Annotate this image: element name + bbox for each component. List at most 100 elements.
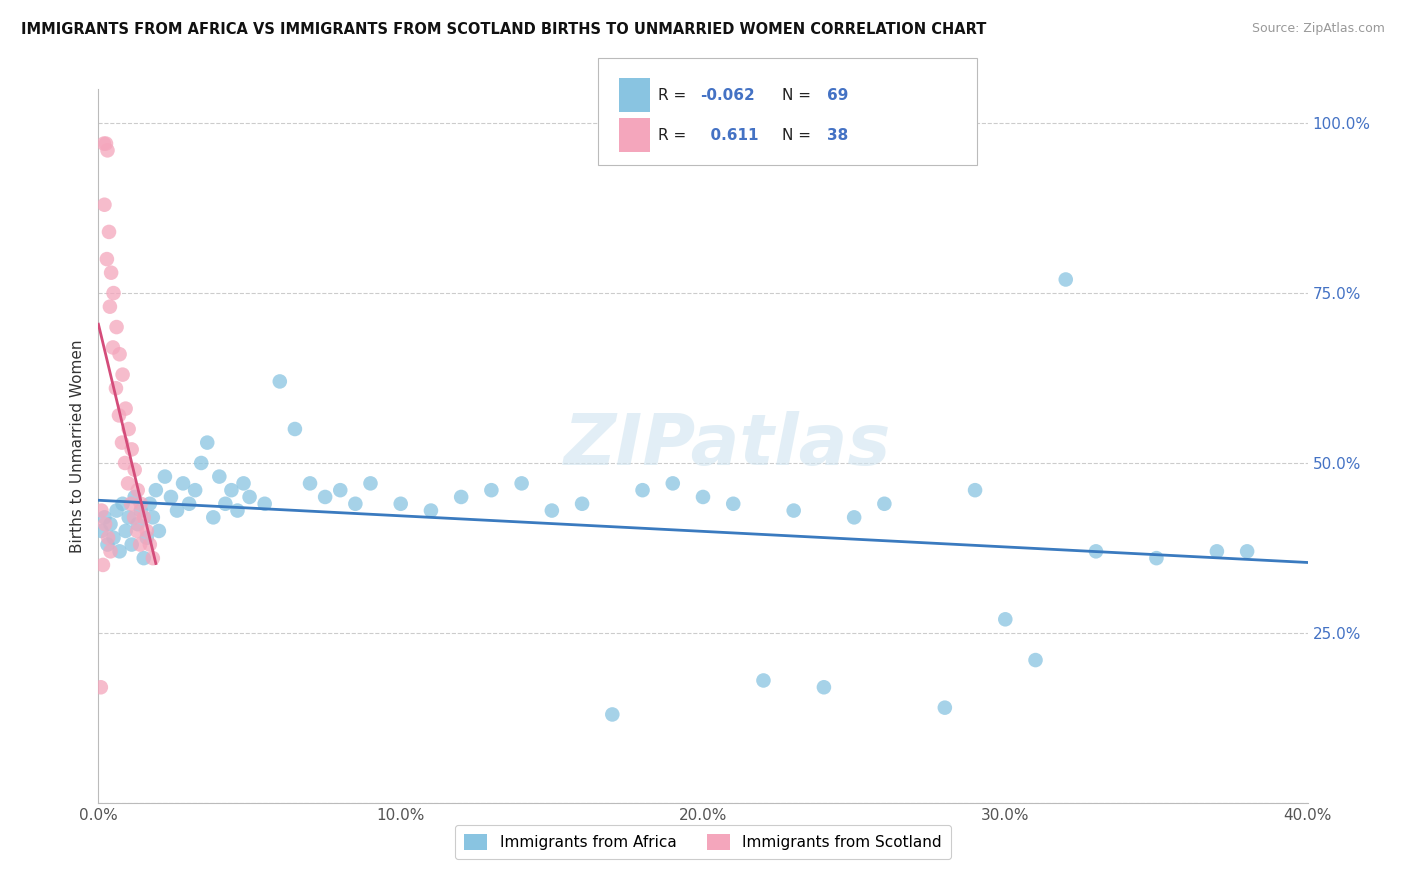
- Point: [132, 510, 155, 524]
- Point: [105, 503, 128, 517]
- Point: [121, 537, 143, 551]
- Point: [117, 476, 139, 491]
- Point: [844, 510, 866, 524]
- Point: [1085, 544, 1108, 558]
- Point: [127, 483, 149, 498]
- Point: [329, 483, 352, 498]
- Point: [103, 531, 125, 545]
- Point: [148, 524, 170, 538]
- Point: [360, 476, 382, 491]
- Point: [129, 503, 152, 517]
- Point: [108, 347, 131, 361]
- Text: 69: 69: [827, 88, 848, 103]
- Point: [314, 490, 336, 504]
- Y-axis label: Births to Unmarried Women: Births to Unmarried Women: [70, 339, 86, 553]
- Point: [93, 510, 115, 524]
- Point: [172, 476, 194, 491]
- Point: [239, 490, 262, 504]
- Point: [90, 524, 112, 538]
- Point: [105, 320, 128, 334]
- Point: [96, 252, 118, 266]
- Point: [813, 680, 835, 694]
- Point: [723, 497, 745, 511]
- Text: N =: N =: [782, 128, 815, 143]
- Point: [214, 497, 236, 511]
- Point: [139, 497, 162, 511]
- Point: [232, 476, 254, 491]
- Point: [129, 497, 152, 511]
- Point: [934, 700, 956, 714]
- Point: [994, 612, 1017, 626]
- Point: [284, 422, 307, 436]
- Text: ZIPatlas: ZIPatlas: [564, 411, 891, 481]
- Point: [166, 503, 188, 517]
- Point: [96, 144, 118, 158]
- Point: [299, 476, 322, 491]
- Point: [94, 136, 117, 151]
- Point: [1144, 551, 1167, 566]
- Point: [153, 469, 176, 483]
- Point: [111, 368, 134, 382]
- Point: [135, 524, 157, 538]
- Point: [120, 497, 142, 511]
- Point: [269, 375, 291, 389]
- Text: R =: R =: [658, 128, 692, 143]
- Point: [253, 497, 276, 511]
- Point: [1206, 544, 1229, 558]
- Point: [104, 381, 127, 395]
- Point: [132, 551, 155, 566]
- Text: -0.062: -0.062: [700, 88, 755, 103]
- Point: [98, 300, 121, 314]
- Point: [510, 476, 533, 491]
- Point: [97, 531, 120, 545]
- Point: [100, 266, 122, 280]
- Point: [344, 497, 367, 511]
- Point: [101, 341, 124, 355]
- Point: [202, 510, 225, 524]
- Point: [692, 490, 714, 504]
- Point: [190, 456, 212, 470]
- Point: [93, 136, 115, 151]
- Point: [96, 537, 118, 551]
- Text: 0.611: 0.611: [700, 128, 759, 143]
- Point: [114, 401, 136, 416]
- Point: [226, 503, 249, 517]
- Point: [93, 198, 115, 212]
- Point: [873, 497, 896, 511]
- Point: [420, 503, 443, 517]
- Point: [160, 490, 183, 504]
- Point: [114, 456, 136, 470]
- Point: [129, 537, 152, 551]
- Point: [179, 497, 201, 511]
- Point: [124, 463, 146, 477]
- Point: [142, 510, 165, 524]
- Text: R =: R =: [658, 88, 692, 103]
- Point: [114, 524, 136, 538]
- Point: [783, 503, 806, 517]
- Point: [450, 490, 472, 504]
- Point: [208, 469, 231, 483]
- Point: [108, 409, 131, 423]
- Point: [122, 510, 145, 524]
- Point: [103, 286, 125, 301]
- Point: [111, 497, 134, 511]
- Point: [602, 707, 624, 722]
- Point: [661, 476, 683, 491]
- Text: 38: 38: [827, 128, 848, 143]
- Point: [1236, 544, 1258, 558]
- Point: [195, 435, 218, 450]
- Point: [965, 483, 987, 498]
- Text: N =: N =: [782, 88, 815, 103]
- Point: [571, 497, 593, 511]
- Point: [145, 483, 167, 498]
- Point: [1024, 653, 1046, 667]
- Point: [127, 517, 149, 532]
- Point: [139, 537, 162, 551]
- Text: Source: ZipAtlas.com: Source: ZipAtlas.com: [1251, 22, 1385, 36]
- Point: [135, 531, 157, 545]
- Point: [540, 503, 562, 517]
- Point: [94, 517, 117, 532]
- Point: [98, 225, 121, 239]
- Point: [91, 558, 114, 572]
- Legend: Immigrants from Africa, Immigrants from Scotland: Immigrants from Africa, Immigrants from …: [456, 825, 950, 859]
